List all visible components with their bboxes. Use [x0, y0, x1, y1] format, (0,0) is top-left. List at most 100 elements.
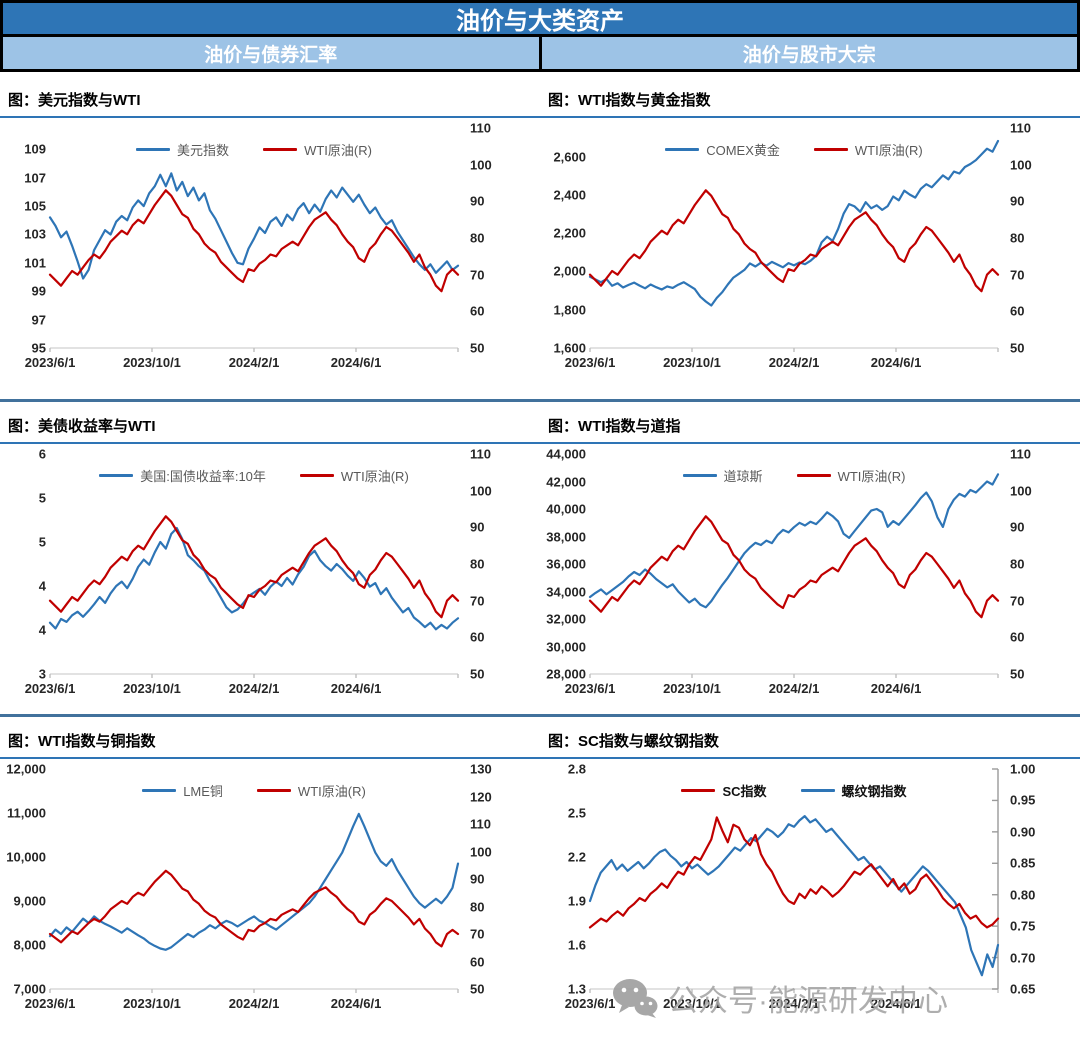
chart-ust-yield-vs-wti: 图：美债收益率与WTI 6 5 5 4 4 3 110 100 90 80 70 60 50 美国:国债收益…	[0, 402, 540, 714]
x-axis-label: 2023/10/1	[663, 355, 721, 370]
series-line-right	[48, 515, 460, 619]
chart-title: 图：美元指数与WTI	[8, 92, 141, 109]
right-axis-label: 80	[1010, 230, 1025, 246]
left-axis-label: 107	[24, 170, 46, 186]
x-axis-label: 2024/6/1	[330, 355, 382, 370]
left-axis-label: 1,800	[553, 302, 586, 318]
legend-label: WTI原油(R)	[340, 469, 409, 484]
right-axis-label: 60	[470, 303, 485, 319]
right-axis-label: 60	[1010, 629, 1025, 645]
legend-label: WTI原油(R)	[297, 784, 366, 799]
right-axis-label: 100	[1010, 157, 1032, 173]
right-axis-label: 110	[470, 446, 491, 462]
left-axis-label: 105	[24, 198, 46, 214]
legend-item: 美国:国债收益率:10年	[99, 466, 266, 485]
row-separator	[0, 714, 1080, 717]
chart-row-1: 图：美元指数与WTI 109 107 105 103 101 99 97 95 110 100 90 8…	[0, 72, 1080, 399]
page-title: 油价与大类资产	[3, 3, 1077, 37]
plot-canvas	[588, 473, 1000, 678]
right-axis-label: 100	[1010, 483, 1032, 499]
section-header-bonds-fx: 油价与债券汇率	[3, 37, 542, 69]
right-axis-label: 50	[470, 981, 485, 997]
legend-marker-line	[682, 474, 717, 477]
right-axis-label: 110	[1010, 446, 1031, 462]
row-separator	[0, 399, 1080, 402]
right-axis-label: 70	[470, 926, 485, 942]
right-axis-label: 60	[1010, 303, 1025, 319]
legend-marker-line	[142, 789, 177, 792]
left-axis-label: 2.5	[567, 805, 586, 821]
x-axis-label: 2023/10/1	[123, 355, 181, 370]
legend-marker-line	[800, 789, 835, 792]
x-axis-label: 2024/6/1	[870, 355, 922, 370]
right-axis-label: 130	[470, 761, 492, 777]
series-line-right	[588, 814, 1000, 977]
left-axis-label: 28,000	[546, 666, 586, 682]
x-axis-label: 2024/2/1	[228, 355, 280, 370]
x-axis-label: 2024/6/1	[870, 681, 922, 696]
left-axis-label: 32,000	[546, 611, 586, 627]
right-axis-label: 90	[1010, 193, 1025, 209]
left-axis-label: 30,000	[546, 639, 586, 654]
chart-title: 图：美债收益率与WTI	[8, 418, 156, 435]
x-axis-label: 2023/6/1	[24, 681, 76, 696]
left-axis-label: 3	[38, 666, 46, 682]
x-axis-label: 2024/6/1	[330, 681, 382, 696]
right-axis-label: 1.00	[1010, 761, 1036, 777]
left-axis-label: 5	[38, 490, 46, 506]
right-axis-label: 110	[470, 816, 491, 832]
x-axis-label: 2023/10/1	[123, 681, 181, 696]
x-axis-label: 2024/6/1	[330, 996, 382, 1011]
left-axis-label: 10,000	[6, 849, 46, 865]
legend-item: COMEX黄金	[665, 140, 780, 159]
legend-label: WTI原油(R)	[837, 469, 906, 484]
chart-title-underline	[0, 757, 540, 759]
right-axis-label: 100	[470, 157, 492, 173]
x-axis-label: 2023/6/1	[24, 355, 76, 370]
legend-label: COMEX黄金	[706, 143, 780, 158]
left-axis-label: 38,000	[546, 529, 586, 544]
chart-row-3: 图：WTI指数与铜指数 12,000 11,000 10,000 9,000 8,000 7…	[0, 717, 1080, 1045]
right-axis-label: 50	[1010, 340, 1025, 356]
left-axis-label: 5	[38, 534, 46, 550]
x-axis-label: 2023/6/1	[24, 996, 76, 1011]
left-axis-label: 101	[24, 255, 46, 271]
legend-item: WTI原油(R)	[796, 466, 906, 485]
x-axis-label: 2024/6/1	[870, 996, 922, 1011]
right-axis-label: 60	[470, 954, 485, 969]
legend-label: 美国:国债收益率:10年	[140, 469, 266, 484]
series-line-left	[588, 816, 1000, 929]
chart-usd-index-vs-wti: 图：美元指数与WTI 109 107 105 103 101 99 97 95 110 100 90 8…	[0, 72, 540, 399]
plot-canvas	[48, 172, 460, 352]
series-line-left	[48, 172, 460, 280]
left-axis-label: 1,600	[553, 340, 586, 356]
right-axis-label: 60	[470, 629, 485, 645]
legend: LME铜 WTI原油(R)	[50, 781, 458, 800]
chart-title-underline	[0, 116, 540, 118]
left-axis-label: 1.3	[567, 981, 586, 997]
left-axis-label: 1.9	[567, 893, 586, 909]
chart-title-underline	[540, 442, 1080, 444]
legend-item: WTI原油(R)	[299, 466, 409, 485]
left-axis-label: 2,400	[553, 187, 586, 203]
plot-area: 12,000 11,000 10,000 9,000 8,000 7,000 130 120 1…	[0, 761, 540, 1023]
legend-marker-line	[813, 148, 848, 151]
chart-wti-vs-copper: 图：WTI指数与铜指数 12,000 11,000 10,000 9,000 8,000 7…	[0, 717, 540, 1045]
right-axis-label: 0.80	[1010, 887, 1036, 903]
right-axis-label: 90	[1010, 519, 1025, 535]
chart-sc-vs-rebar: 图：SC指数与螺纹钢指数 2.8 2.5 2.2 1.9 1.6 1.3 1.00 0.95 0.…	[540, 717, 1080, 1045]
left-axis-label: 95	[31, 340, 46, 356]
right-axis-label: 80	[470, 899, 485, 914]
right-axis-label: 90	[470, 871, 485, 887]
right-axis-label: 80	[1010, 556, 1025, 572]
left-axis-label: 2.8	[567, 761, 586, 777]
legend-label: WTI原油(R)	[854, 143, 923, 158]
left-axis-label: 40,000	[546, 501, 586, 517]
left-axis-label: 8,000	[13, 937, 46, 953]
right-axis-label: 50	[470, 340, 485, 356]
series-line-left	[588, 473, 1000, 609]
left-axis-label: 2.2	[567, 849, 586, 865]
plot-canvas	[588, 768, 1000, 993]
right-axis-label: 120	[470, 789, 492, 804]
right-axis-label: 0.90	[1010, 824, 1036, 840]
